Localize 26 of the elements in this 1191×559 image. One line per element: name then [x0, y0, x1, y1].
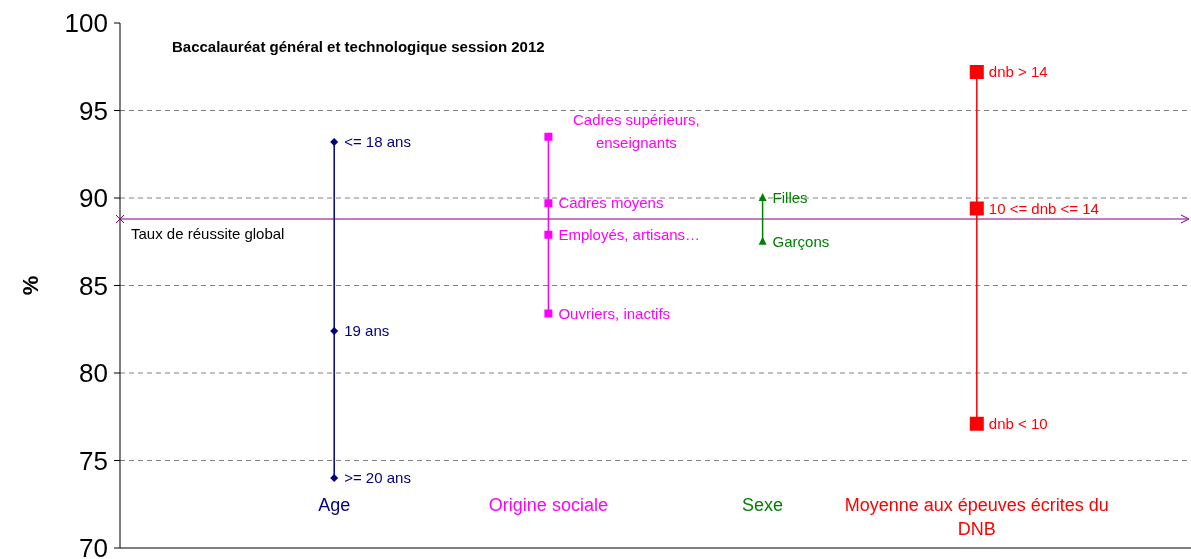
y-tick-label: 75 — [79, 445, 108, 476]
y-tick-label: 90 — [79, 183, 108, 213]
annotation: Ouvriers, inactifs — [558, 304, 671, 322]
x-tick-label: Age — [318, 495, 351, 515]
text: Baccalauréat général et technologique session 2012 — [172, 38, 545, 55]
annotation: 10 <= dnb <= 14 — [988, 199, 1099, 217]
y-axis-title: % — [18, 275, 43, 296]
annotation: 19 ans — [344, 322, 390, 339]
annotation: Cadres moyens — [558, 194, 664, 212]
annotation: Cadres supérieurs, enseignants — [573, 110, 700, 151]
annotation: Filles — [772, 189, 808, 206]
x-tick-label: Sexe — [742, 495, 784, 515]
y-tick-label: 85 — [79, 270, 108, 301]
annotation: dnb > 14 — [988, 63, 1048, 80]
y-tick-label: 80 — [79, 358, 108, 388]
y-tick-label: 100 — [64, 8, 108, 38]
ref-line-label: Taux de réussite global — [131, 225, 285, 242]
annotation: >= 20 ans — [344, 469, 411, 486]
y-tick-label: 70 — [79, 533, 108, 559]
annotation: Garçons — [772, 232, 830, 250]
annotation: <= 18 ans — [344, 133, 411, 150]
x-tick-label: Origine sociale — [488, 495, 608, 515]
annotation: Employés, artisans… — [558, 225, 701, 243]
x-tick-label: Moyenne aux épeuves écrites du DNB — [844, 495, 1109, 539]
annotation: dnb < 10 — [988, 414, 1048, 432]
y-tick-label: 95 — [79, 95, 108, 126]
